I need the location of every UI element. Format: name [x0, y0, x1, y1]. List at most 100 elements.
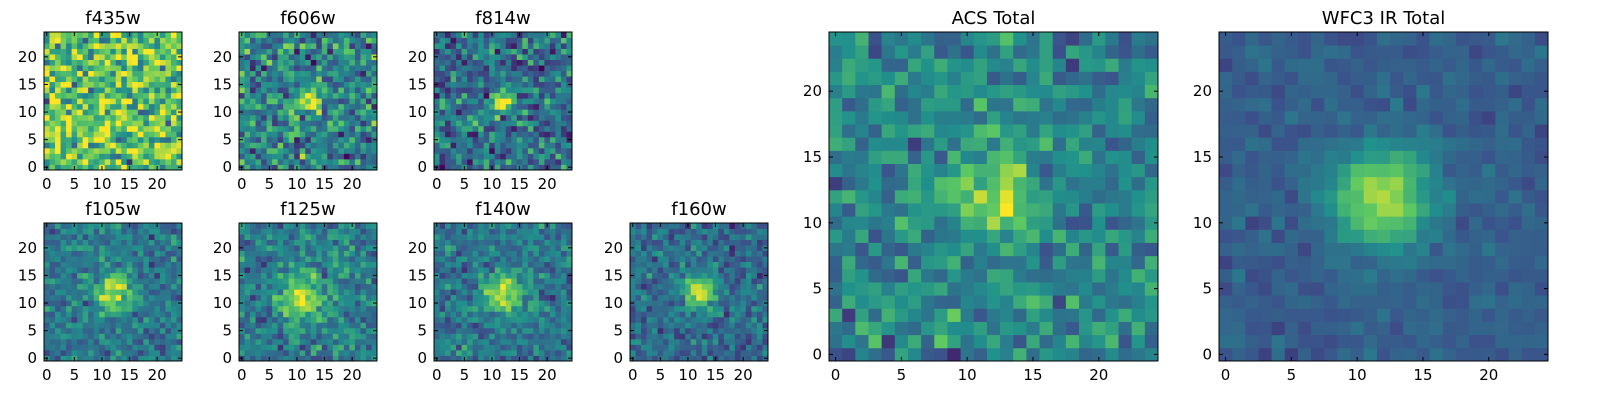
pixel [646, 311, 653, 318]
pixel [1144, 203, 1159, 217]
pixel [467, 81, 474, 88]
pixel [478, 153, 485, 160]
pixel [500, 59, 507, 66]
pixel [445, 142, 451, 149]
pixel [126, 92, 133, 99]
pixel [360, 54, 367, 60]
pixel [310, 223, 317, 229]
pixel [349, 294, 356, 301]
pixel [327, 158, 334, 165]
pixel [668, 283, 675, 290]
pixel [685, 256, 692, 263]
pixel [560, 81, 567, 88]
pixel [55, 261, 61, 268]
pixel [338, 311, 345, 318]
pixel [349, 344, 356, 351]
pixel [555, 70, 562, 77]
pixel [549, 120, 556, 127]
pixel [266, 228, 273, 235]
pixel [1039, 295, 1054, 309]
pixel [467, 228, 474, 235]
pixel [132, 272, 139, 279]
pixel [165, 48, 172, 55]
pixel [250, 87, 256, 94]
pixel [505, 355, 512, 362]
pixel [729, 234, 736, 240]
pixel [93, 32, 100, 38]
pixel [533, 272, 540, 279]
pixel [489, 153, 496, 160]
pixel [104, 131, 111, 138]
pixel [1105, 163, 1119, 178]
pixel [522, 256, 529, 263]
pixel [947, 163, 961, 178]
pixel [170, 59, 177, 66]
pixel [244, 70, 251, 77]
axes-frame [629, 222, 769, 362]
pixel [527, 153, 534, 160]
pixel [712, 228, 719, 235]
pixel [299, 164, 306, 171]
pixel [646, 234, 653, 240]
pixel [115, 43, 122, 49]
pixel [434, 120, 440, 127]
pixel [740, 305, 747, 312]
pixel [500, 54, 507, 60]
pixel [115, 59, 122, 66]
pixel [126, 65, 133, 72]
pixel [701, 239, 708, 246]
pixel [77, 32, 84, 38]
pixel [82, 37, 89, 44]
pixel [148, 164, 155, 171]
pixel [294, 120, 301, 127]
pixel [516, 54, 523, 60]
pixel [685, 338, 692, 345]
pixel [483, 158, 490, 165]
pixel [354, 98, 361, 105]
pixel [165, 322, 172, 329]
pixel [668, 311, 675, 318]
pixel [299, 153, 306, 160]
pixel [1039, 216, 1054, 230]
pixel [734, 228, 741, 235]
pixel [310, 125, 317, 132]
pixel [1026, 163, 1040, 178]
pixel [505, 142, 512, 149]
pixel [310, 322, 317, 329]
pixel [483, 120, 490, 127]
pixel [77, 316, 84, 323]
pixel [327, 333, 334, 340]
pixel [641, 256, 647, 263]
pixel [522, 92, 529, 99]
pixel [668, 278, 675, 285]
pixel [549, 98, 556, 105]
pixel [685, 294, 692, 301]
pixel [646, 300, 653, 307]
pixel [305, 349, 312, 356]
pixel [522, 32, 529, 38]
pixel [261, 87, 267, 94]
pixel [283, 349, 290, 356]
pixel [472, 228, 479, 235]
pixel [283, 87, 290, 94]
pixel [668, 223, 675, 229]
pixel [679, 327, 686, 334]
pixel [483, 32, 490, 38]
pixel [338, 81, 345, 88]
pixel [1039, 229, 1054, 243]
pixel [365, 250, 372, 257]
pixel [630, 316, 636, 323]
pixel [489, 76, 496, 83]
pixel [505, 278, 512, 285]
pixel [137, 54, 144, 60]
pixel [371, 344, 378, 351]
pixel [332, 283, 339, 290]
pixel [321, 289, 328, 296]
pixel [544, 136, 551, 143]
pixel [360, 48, 367, 55]
pixel [288, 32, 295, 38]
pixel [60, 239, 67, 246]
pixel [1052, 255, 1067, 270]
pixel [1039, 268, 1054, 283]
pixel [544, 114, 551, 121]
